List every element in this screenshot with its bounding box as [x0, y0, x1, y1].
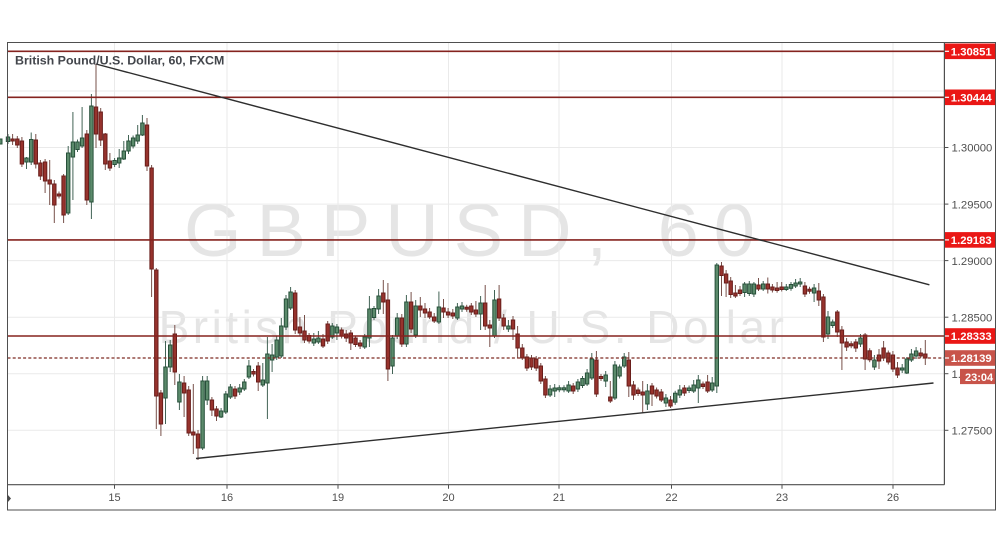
- svg-text:British Pound/U.S. Dollar, 60,: British Pound/U.S. Dollar, 60, FXCM: [15, 54, 224, 68]
- svg-text:21: 21: [553, 492, 565, 504]
- svg-text:1.28139: 1.28139: [951, 353, 992, 365]
- svg-text:23:04: 23:04: [965, 372, 994, 384]
- svg-text:1.29000: 1.29000: [952, 256, 993, 268]
- svg-text:26: 26: [887, 492, 899, 504]
- svg-text:1.30444: 1.30444: [951, 93, 993, 105]
- svg-text:15: 15: [108, 492, 120, 504]
- svg-text:1.28333: 1.28333: [951, 331, 992, 343]
- svg-text:1.30851: 1.30851: [951, 47, 992, 59]
- svg-text:23: 23: [776, 492, 788, 504]
- svg-text:19: 19: [332, 492, 344, 504]
- svg-text:22: 22: [665, 492, 677, 504]
- svg-text:1.29500: 1.29500: [952, 199, 993, 211]
- svg-text:1.28500: 1.28500: [952, 312, 993, 324]
- svg-text:1.30000: 1.30000: [952, 143, 993, 155]
- svg-text:16: 16: [221, 492, 233, 504]
- svg-text:1.27500: 1.27500: [952, 426, 993, 438]
- svg-text:GBPUSD, 60: GBPUSD, 60: [184, 189, 770, 272]
- svg-text:20: 20: [442, 492, 454, 504]
- svg-text:1.29183: 1.29183: [951, 235, 992, 247]
